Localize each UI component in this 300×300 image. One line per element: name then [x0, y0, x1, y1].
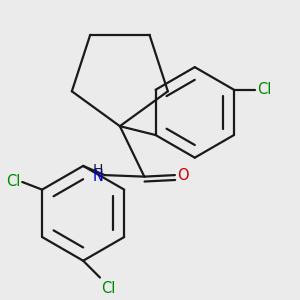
Text: H: H [93, 163, 103, 177]
Text: N: N [92, 169, 103, 184]
Text: Cl: Cl [6, 175, 21, 190]
Text: O: O [177, 168, 189, 183]
Text: Cl: Cl [101, 280, 116, 296]
Text: Cl: Cl [257, 82, 271, 97]
